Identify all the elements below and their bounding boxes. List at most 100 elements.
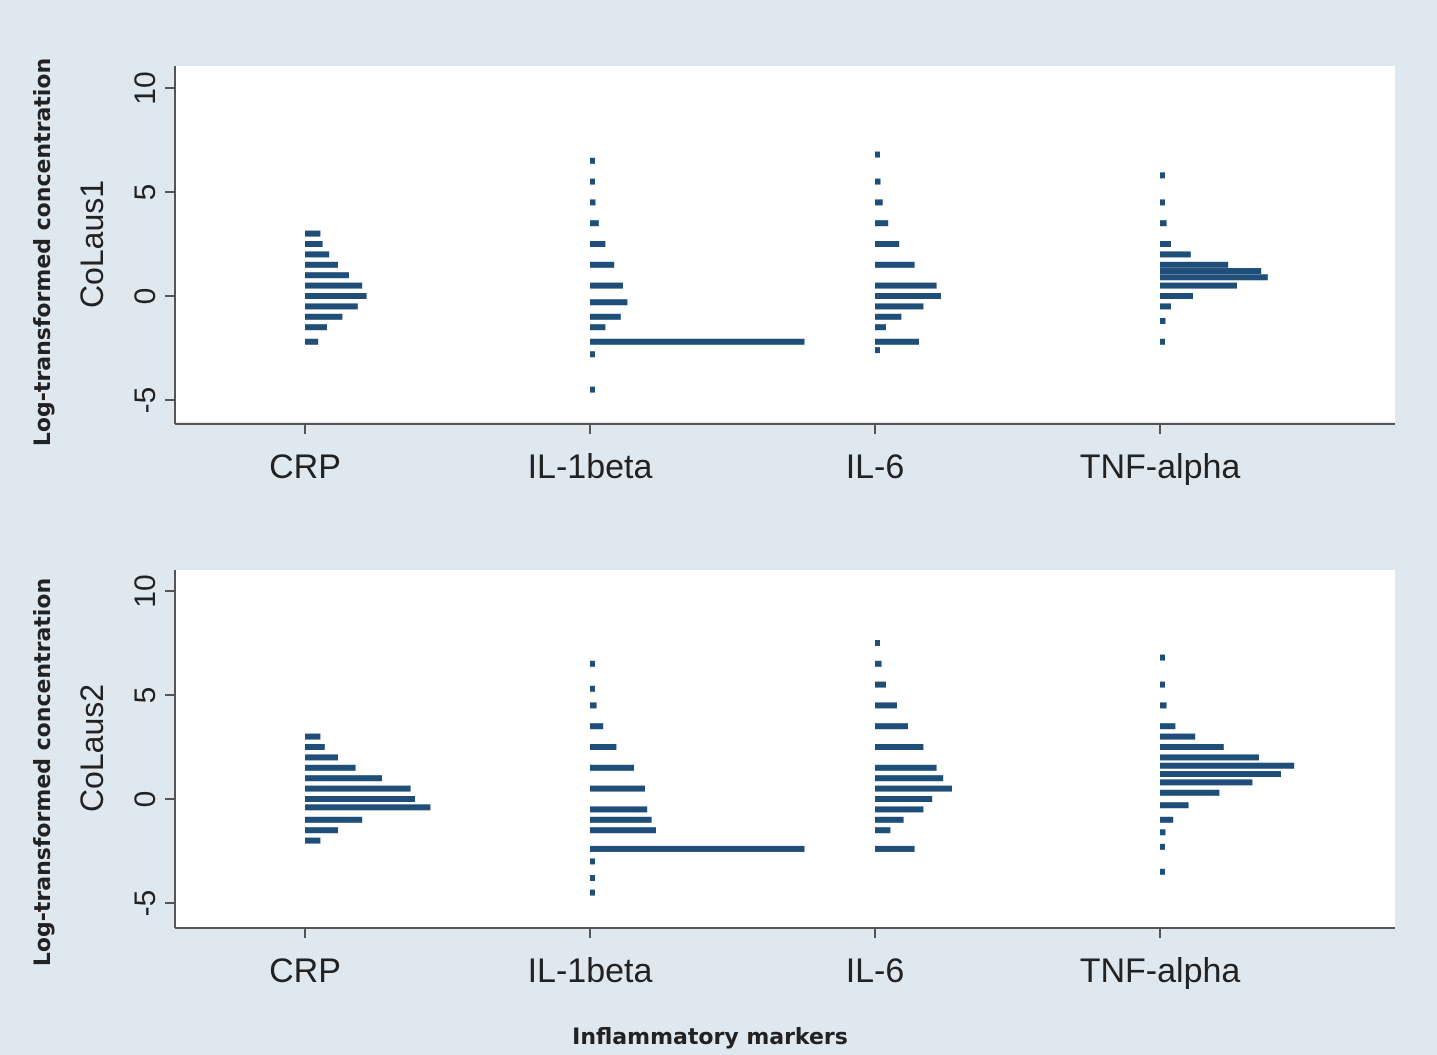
bin-bar-tnf-alpha-1 xyxy=(1160,199,1165,206)
bin-bar-il-1beta-6 xyxy=(590,282,623,289)
x-category-label: IL-6 xyxy=(846,952,905,990)
bin-bar-il-6-12 xyxy=(875,347,880,354)
bin-bar-il-6-2 xyxy=(875,681,886,688)
bin-bar-il-6-12 xyxy=(875,827,891,834)
x-category-label: TNF-alpha xyxy=(1080,448,1241,486)
bin-bar-il-6-3 xyxy=(875,702,897,709)
bin-bar-il-1beta-5 xyxy=(590,764,634,771)
bin-bar-il-1beta-0 xyxy=(590,660,595,667)
bin-bar-crp-9 xyxy=(305,324,327,331)
bin-bar-il-1beta-2 xyxy=(590,702,597,709)
panel2-y-ticks: 10 5 0 -5 xyxy=(129,574,175,916)
bin-bar-il-6-9 xyxy=(875,313,902,320)
bin-bar-crp-5 xyxy=(305,785,411,792)
bin-bar-crp-8 xyxy=(305,313,343,320)
bin-bar-il-1beta-11 xyxy=(590,351,595,358)
bin-bar-tnf-alpha-1 xyxy=(1160,681,1165,688)
bin-bar-crp-10 xyxy=(305,837,321,844)
y-tick-label: 5 xyxy=(129,184,162,201)
bin-bar-il-1beta-1 xyxy=(590,178,595,185)
bin-bar-tnf-alpha-5 xyxy=(1160,261,1229,268)
bin-bar-il-1beta-0 xyxy=(590,157,595,164)
bin-bar-il-6-10 xyxy=(875,806,924,813)
x-category-label: CRP xyxy=(269,952,341,990)
panel1-label: CoLaus1 xyxy=(74,180,110,308)
bin-bar-tnf-alpha-7 xyxy=(1160,274,1268,281)
bin-bar-il-1beta-4 xyxy=(590,241,606,247)
bin-bar-tnf-alpha-11 xyxy=(1160,802,1189,809)
bin-bar-crp-4 xyxy=(305,272,349,279)
bin-bar-il-6-10 xyxy=(875,324,886,331)
bin-bar-il-1beta-4 xyxy=(590,744,617,750)
bin-bar-tnf-alpha-9 xyxy=(1160,293,1193,299)
bin-bar-il-6-0 xyxy=(875,151,880,158)
x-category-label: IL-6 xyxy=(846,448,905,486)
bin-bar-il-1beta-7 xyxy=(590,806,648,813)
bin-bar-il-1beta-12 xyxy=(590,386,595,393)
bin-bar-tnf-alpha-11 xyxy=(1160,317,1166,324)
bin-bar-crp-10 xyxy=(305,338,319,345)
bin-bar-il-6-6 xyxy=(875,282,937,289)
bin-bar-crp-3 xyxy=(305,764,356,771)
x-category-label: TNF-alpha xyxy=(1080,952,1241,990)
x-category-label: CRP xyxy=(269,448,341,486)
bin-bar-crp-9 xyxy=(305,827,338,834)
bin-bar-il-1beta-13 xyxy=(590,889,595,896)
bin-bar-tnf-alpha-7 xyxy=(1160,762,1295,769)
bin-bar-il-6-5 xyxy=(875,261,915,268)
y-tick-label: 5 xyxy=(129,687,162,704)
bin-bar-tnf-alpha-14 xyxy=(1160,843,1165,850)
y-tick-label: 0 xyxy=(129,288,162,305)
bin-bar-il-1beta-8 xyxy=(590,816,652,823)
bin-bar-il-1beta-2 xyxy=(590,199,596,206)
bin-bar-il-6-0 xyxy=(875,640,880,646)
bin-bar-tnf-alpha-5 xyxy=(1160,744,1224,750)
bin-bar-il-6-7 xyxy=(875,775,944,782)
bin-bar-tnf-alpha-2 xyxy=(1160,220,1167,227)
bin-bar-il-6-11 xyxy=(875,816,904,823)
bin-bar-il-1beta-11 xyxy=(590,858,595,865)
bin-bar-crp-1 xyxy=(305,744,325,750)
bin-bar-crp-0 xyxy=(305,230,321,237)
bin-bar-tnf-alpha-15 xyxy=(1160,868,1165,875)
bin-bar-il-6-3 xyxy=(875,220,889,227)
bin-bar-tnf-alpha-6 xyxy=(1160,754,1259,761)
bin-bar-il-6-5 xyxy=(875,744,924,750)
panel1-plot-area xyxy=(175,66,1395,422)
bin-bar-il-6-8 xyxy=(875,785,952,792)
panel1-y-axis-title: Log-transformed concentration xyxy=(31,58,56,446)
bin-bar-il-6-4 xyxy=(875,723,908,730)
bin-bar-tnf-alpha-10 xyxy=(1160,303,1171,310)
bin-bar-il-1beta-1 xyxy=(590,685,595,692)
x-category-label: IL-1beta xyxy=(528,952,653,990)
bin-bar-tnf-alpha-10 xyxy=(1160,789,1220,796)
bin-bar-il-6-1 xyxy=(875,178,881,185)
bin-bar-tnf-alpha-8 xyxy=(1160,282,1237,289)
bin-bar-il-1beta-5 xyxy=(590,261,615,268)
y-tick-label: 10 xyxy=(129,574,162,607)
bin-bar-crp-7 xyxy=(305,804,431,811)
y-tick-label: -5 xyxy=(129,387,162,414)
bin-bar-il-6-9 xyxy=(875,796,933,802)
panel2-bars xyxy=(305,640,1295,896)
bin-bar-tnf-alpha-3 xyxy=(1160,723,1176,730)
y-tick-label: -5 xyxy=(129,890,162,917)
panel1-y-ticks: 10 5 0 -5 xyxy=(129,71,175,413)
bin-bar-il-6-2 xyxy=(875,199,883,206)
bin-bar-il-1beta-8 xyxy=(590,313,621,320)
bin-bar-crp-7 xyxy=(305,303,358,310)
bin-bar-il-1beta-12 xyxy=(590,875,595,882)
bin-bar-crp-2 xyxy=(305,251,330,258)
bin-bar-tnf-alpha-4 xyxy=(1160,251,1191,258)
bin-bar-crp-2 xyxy=(305,754,338,761)
x-category-label: IL-1beta xyxy=(528,448,653,486)
panel2-label: CoLaus2 xyxy=(74,684,110,812)
bin-bar-tnf-alpha-12 xyxy=(1160,338,1165,345)
bin-bar-il-6-11 xyxy=(875,338,919,345)
bin-bar-il-1beta-10 xyxy=(590,845,805,852)
bin-bar-tnf-alpha-3 xyxy=(1160,241,1171,247)
panel-colaus1: 10 5 0 -5 CRP IL-1beta IL-6 TNF-alpha CoLaus1 xyxy=(74,66,1395,486)
x-axis-title: Inflammatory markers xyxy=(572,1025,848,1050)
bin-bar-il-1beta-6 xyxy=(590,785,645,792)
bin-bar-tnf-alpha-13 xyxy=(1160,829,1166,836)
